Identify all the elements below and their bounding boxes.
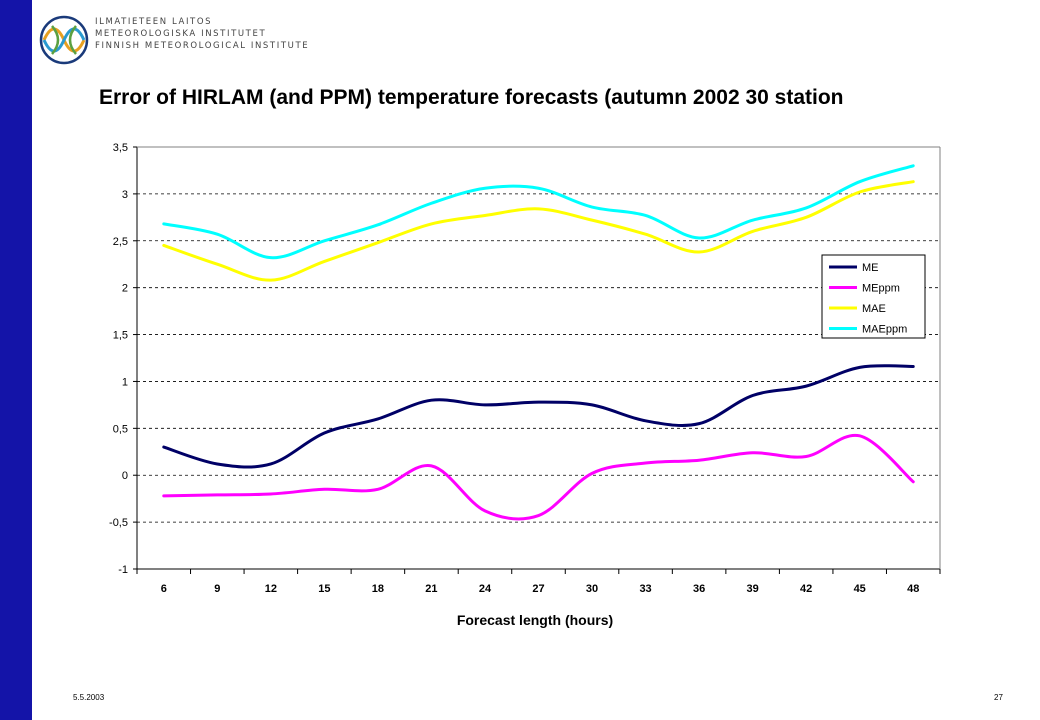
y-tick-label: 0,5	[113, 423, 128, 435]
y-tick-label: 0	[122, 470, 128, 482]
y-tick-label: 3	[122, 189, 128, 201]
y-tick-labels: -1 -0,5 0 0,5 1 1,5 2 2,5 3 3,5	[109, 142, 128, 576]
legend-label: MAE	[862, 303, 886, 315]
org-name-line: METEOROLOGISKA INSTITUTET	[95, 29, 267, 39]
x-tick-label: 21	[425, 583, 437, 595]
series-line-me	[162, 364, 915, 469]
x-tick-label: 15	[318, 583, 330, 595]
y-tick-label: 1,5	[113, 330, 128, 342]
x-tick-label: 24	[479, 583, 492, 595]
series-line-mae	[162, 180, 915, 282]
x-tick-label: 36	[693, 583, 705, 595]
x-tick-label: 12	[265, 583, 277, 595]
x-tick-label: 39	[747, 583, 759, 595]
page-number: 27	[994, 693, 1003, 702]
y-tick-label: -0,5	[109, 517, 128, 529]
slide-title: Error of HIRLAM (and PPM) temperature fo…	[99, 86, 844, 109]
y-tick-label: -1	[118, 564, 128, 576]
x-tick-label: 33	[639, 583, 651, 595]
x-tick-label: 48	[907, 583, 919, 595]
legend-label: MAEppm	[862, 324, 907, 336]
x-tick-label: 18	[372, 583, 384, 595]
series-lines	[162, 164, 915, 521]
y-tick-label: 2	[122, 283, 128, 295]
x-tick-label: 42	[800, 583, 812, 595]
org-name-line: ILMATIETEEN LAITOS	[95, 17, 213, 27]
x-tick-label: 27	[532, 583, 544, 595]
x-tick-labels: 6 9 12 15 18 21 24 27 30 33 36 39 42 45 48	[161, 583, 920, 595]
left-accent-bar	[0, 0, 32, 720]
axes	[133, 146, 941, 574]
x-tick-label: 30	[586, 583, 598, 595]
legend-label: MEppm	[862, 283, 900, 295]
y-tick-label: 2,5	[113, 236, 128, 248]
series-line-meppm	[162, 433, 915, 521]
y-tick-label: 1	[122, 376, 128, 388]
x-tick-label: 6	[161, 583, 167, 595]
x-tick-label: 45	[854, 583, 866, 595]
x-tick-label: 9	[214, 583, 220, 595]
fmi-logo-icon	[39, 15, 89, 65]
footer-date: 5.5.2003	[73, 693, 105, 702]
x-axis-title: Forecast length (hours)	[457, 612, 613, 628]
chart-legend: ME MEppm MAE MAEppm	[821, 254, 926, 339]
org-name-line: FINNISH METEOROLOGICAL INSTITUTE	[95, 41, 310, 51]
legend-box	[821, 254, 926, 339]
y-tick-label: 3,5	[113, 142, 128, 154]
series-line-maeppm	[162, 164, 915, 260]
organization-name: ILMATIETEEN LAITOS METEOROLOGISKA INSTIT…	[95, 16, 309, 52]
legend-label: ME	[862, 262, 879, 274]
